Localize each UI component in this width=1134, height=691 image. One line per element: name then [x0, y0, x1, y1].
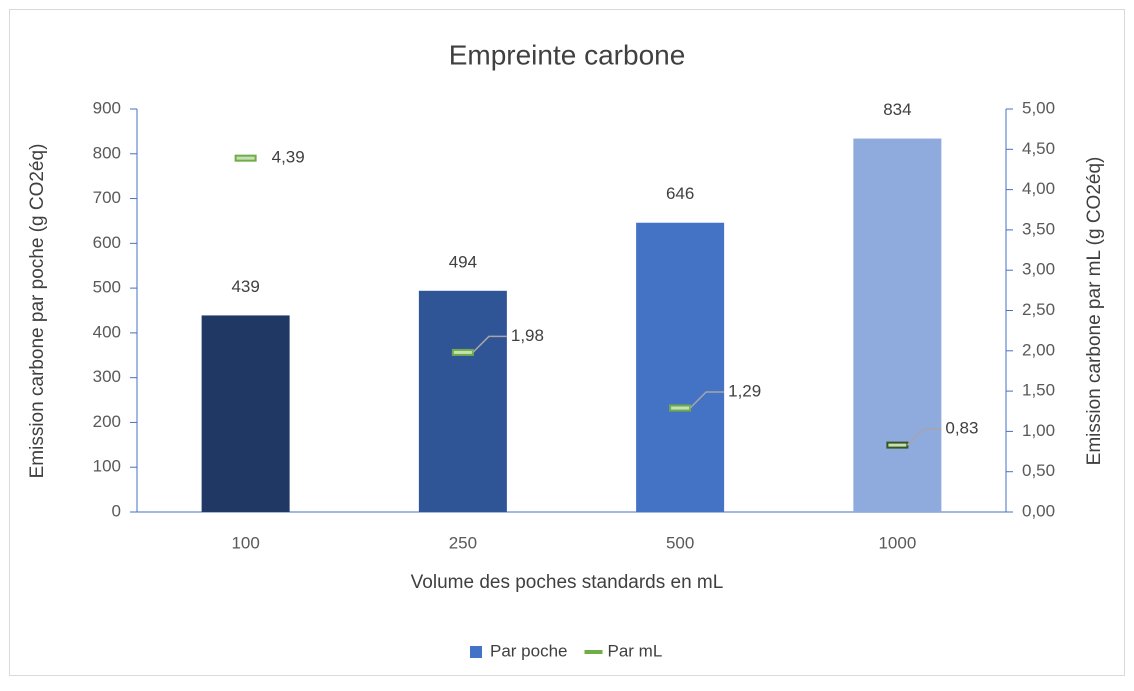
legend-label: Par poche: [490, 641, 568, 660]
legend-label: Par mL: [608, 641, 663, 660]
y-tick-label: 900: [93, 98, 121, 117]
y2-tick-label: 3,00: [1022, 260, 1055, 279]
bar-value-label: 646: [666, 184, 694, 203]
y-axis-title: Emission carbone par poche (g CO2éq): [27, 144, 48, 479]
y2-tick-label: 4,50: [1022, 139, 1055, 158]
y-tick-label: 700: [93, 188, 121, 207]
y-tick-label: 200: [93, 412, 121, 431]
y2-tick-label: 4,00: [1022, 179, 1055, 198]
chart-title: Empreinte carbone: [449, 39, 686, 70]
bar-value-label: 494: [449, 252, 477, 271]
leader-line: [472, 335, 507, 353]
legend-swatch: [584, 650, 603, 654]
marker: [234, 154, 257, 162]
y2-tick-label: 1,00: [1022, 421, 1055, 440]
y2-tick-label: 2,50: [1022, 300, 1055, 319]
leader-line: [906, 428, 942, 446]
marker-value-label: 1,98: [511, 326, 544, 345]
y2-tick-label: 5,00: [1022, 98, 1055, 117]
marker-value-label: 4,39: [272, 148, 305, 167]
y-tick-label: 600: [93, 233, 121, 252]
y2-tick-label: 0,50: [1022, 461, 1055, 480]
marker: [886, 441, 909, 449]
y-tick-label: 100: [93, 457, 121, 476]
bar: [418, 290, 507, 512]
marker-value-label: 0,83: [945, 419, 978, 438]
y2-axis-title: Emission carbone par mL (g CO2éq): [1084, 157, 1105, 466]
legend-swatch: [470, 646, 482, 658]
y2-tick-label: 3,50: [1022, 219, 1055, 238]
marker: [451, 348, 474, 356]
y2-tick-label: 0,00: [1022, 501, 1055, 520]
y-tick-label: 300: [93, 367, 121, 386]
y-tick-label: 500: [93, 278, 121, 297]
x-tick-label: 100: [231, 533, 259, 552]
y-tick-label: 0: [112, 501, 121, 520]
bar-value-label: 439: [231, 277, 259, 296]
bar-value-label: 834: [883, 100, 911, 119]
y2-tick-label: 1,50: [1022, 381, 1055, 400]
x-axis-title: Volume des poches standards en mL: [411, 572, 724, 593]
marker: [669, 404, 692, 412]
y-tick-label: 400: [93, 322, 121, 341]
x-tick-label: 500: [666, 533, 694, 552]
leader-line: [689, 391, 725, 409]
x-tick-label: 250: [449, 533, 477, 552]
x-tick-label: 1000: [878, 533, 916, 552]
y-tick-label: 800: [93, 143, 121, 162]
bar: [853, 138, 942, 512]
y2-tick-label: 2,00: [1022, 340, 1055, 359]
bar: [636, 222, 725, 513]
bar: [201, 315, 290, 512]
marker-value-label: 1,29: [728, 382, 761, 401]
